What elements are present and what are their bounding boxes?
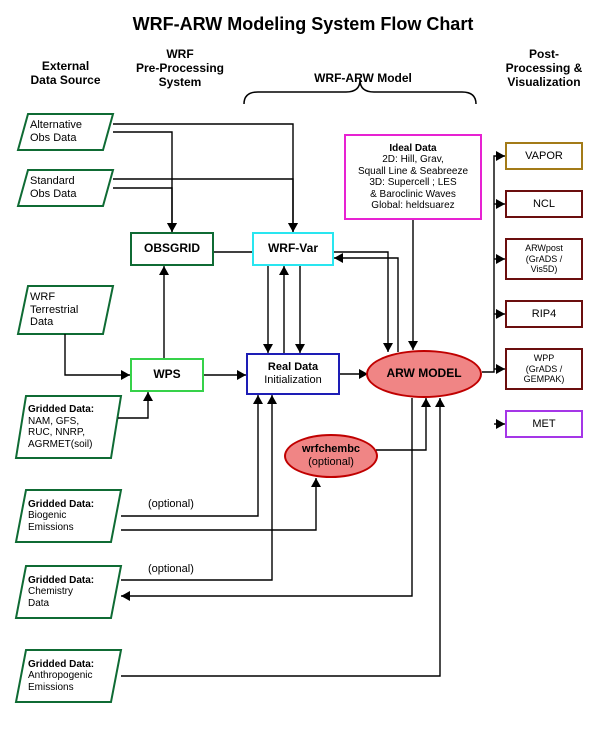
node-obsgrid: OBSGRID <box>130 232 214 266</box>
node-ncl: NCL <box>505 190 583 218</box>
node-gridded1: Gridded Data:NAM, GFS,RUC, NNRP,AGRMET(s… <box>20 396 117 458</box>
node-arwpost: ARWpost(GrADS /Vis5D) <box>505 238 583 280</box>
node-altobs: AlternativeObs Data <box>22 114 109 150</box>
node-wrfchembc: wrfchembc(optional) <box>284 434 378 478</box>
node-ideal: Ideal Data2D: Hill, Grav,Squall Line & S… <box>344 134 482 220</box>
node-stdobs: StandardObs Data <box>22 170 109 206</box>
node-gridded3: Gridded Data:ChemistryData <box>20 566 117 618</box>
flowchart-stage: WRF-ARW Modeling System Flow Chart Extern… <box>0 0 606 740</box>
node-gridded2: Gridded Data:BiogenicEmissions <box>20 490 117 542</box>
node-arwmodel: ARW MODEL <box>366 350 482 398</box>
edge-label: (optional) <box>148 563 194 575</box>
node-wrfvar: WRF-Var <box>252 232 334 266</box>
column-header-wps: WRFPre-ProcessingSystem <box>120 48 240 89</box>
edge-label: (optional) <box>148 498 194 510</box>
node-met: MET <box>505 410 583 438</box>
node-wpp: WPP(GrADS /GEMPAK) <box>505 348 583 390</box>
column-header-post: Post-Processing &Visualization <box>490 48 598 89</box>
node-terrestrial: WRFTerrestrialData <box>22 286 109 334</box>
node-realdata: Real DataInitialization <box>246 353 340 395</box>
node-rip4: RIP4 <box>505 300 583 328</box>
node-gridded4: Gridded Data:AnthropogenicEmissions <box>20 650 117 702</box>
node-vapor: VAPOR <box>505 142 583 170</box>
chart-title: WRF-ARW Modeling System Flow Chart <box>100 14 506 35</box>
column-header-model: WRF-ARW Model <box>268 72 458 86</box>
node-wpsbox: WPS <box>130 358 204 392</box>
column-header-external: ExternalData Source <box>18 60 113 88</box>
